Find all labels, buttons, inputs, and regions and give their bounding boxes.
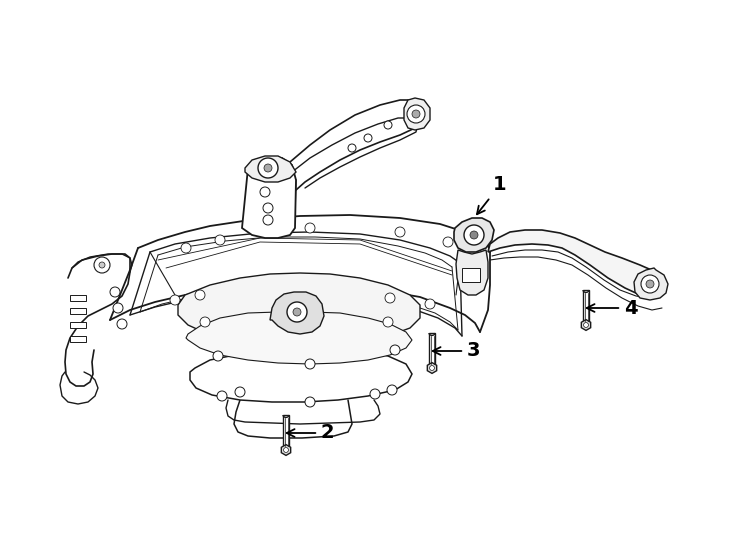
Circle shape [385,293,395,303]
Circle shape [395,227,405,237]
Bar [462,268,480,282]
Bar [583,290,589,325]
Polygon shape [178,273,420,347]
Polygon shape [270,292,324,334]
Text: 3: 3 [433,341,481,361]
Circle shape [200,317,210,327]
Bar [70,308,86,314]
Circle shape [370,389,380,399]
Circle shape [94,257,110,273]
Circle shape [425,299,435,309]
Circle shape [390,345,400,355]
Circle shape [383,317,393,327]
Text: 4: 4 [586,299,638,318]
Bar [70,322,86,328]
Circle shape [117,319,127,329]
Circle shape [443,237,453,247]
Circle shape [287,302,307,322]
Polygon shape [427,362,437,373]
Polygon shape [186,312,412,364]
Bar [283,415,289,450]
Circle shape [213,351,223,361]
Circle shape [305,359,315,369]
Circle shape [646,280,654,288]
Circle shape [412,110,420,118]
Circle shape [215,235,225,245]
Polygon shape [242,157,296,238]
Polygon shape [456,250,488,295]
Polygon shape [634,268,668,300]
Polygon shape [190,348,412,402]
Circle shape [348,144,356,152]
Circle shape [584,322,589,327]
Circle shape [429,366,435,370]
Circle shape [407,105,425,123]
Polygon shape [581,320,591,330]
Polygon shape [281,444,291,455]
Circle shape [470,231,478,239]
Circle shape [305,223,315,233]
Circle shape [258,158,278,178]
Text: 1: 1 [477,176,506,214]
Circle shape [293,308,301,316]
Circle shape [264,164,272,172]
Circle shape [263,203,273,213]
Polygon shape [404,98,430,130]
Polygon shape [245,156,296,182]
Circle shape [263,215,273,225]
Circle shape [181,243,191,253]
Circle shape [99,262,105,268]
Bar [70,295,86,301]
Circle shape [641,275,659,293]
Circle shape [283,448,288,453]
Circle shape [260,187,270,197]
Polygon shape [488,230,666,296]
Circle shape [305,397,315,407]
Circle shape [195,290,205,300]
Circle shape [384,121,392,129]
Circle shape [387,385,397,395]
Circle shape [170,295,180,305]
Circle shape [113,303,123,313]
Bar [70,336,86,342]
Circle shape [364,134,372,142]
Text: 2: 2 [287,423,335,442]
Circle shape [464,225,484,245]
Polygon shape [454,218,494,252]
Circle shape [110,287,120,297]
Circle shape [217,391,227,401]
Circle shape [235,387,245,397]
Bar [429,333,435,368]
